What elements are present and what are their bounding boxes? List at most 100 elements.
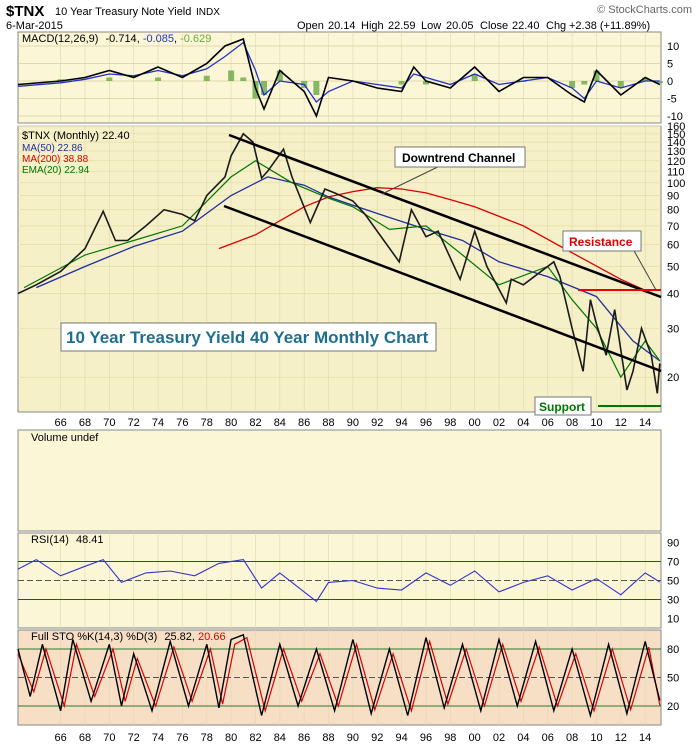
macd-legend-histogram: -0.629 [180, 33, 211, 45]
macd-histogram-bar [642, 77, 649, 81]
x-tick-label: 82 [249, 732, 261, 744]
rsi-legend-label: RSI(14) [31, 534, 69, 546]
macd-histogram-bar [228, 70, 235, 81]
macd-legend-label: MACD(12,26,9) [22, 33, 98, 45]
x-tick-label: 00 [469, 417, 481, 429]
close-label: Close [480, 20, 508, 32]
sto-k-line [17, 633, 661, 719]
price-y-tick: 40 [667, 288, 679, 300]
support-callout: Support [534, 396, 592, 416]
x-tick-label: 66 [54, 732, 66, 744]
macd-legend-value: -0.714 [105, 33, 136, 45]
x-tick-label: 90 [347, 417, 359, 429]
x-tick-label: 10 [590, 732, 602, 744]
price-legend: $TNX (Monthly) 22.40 MA(50) 22.86 MA(200… [22, 130, 130, 176]
sto-legend-k: 25.82 [164, 631, 192, 643]
rsi-y-axis: 90 70 50 30 10 [667, 538, 679, 626]
macd-histogram-bar [569, 81, 576, 88]
x-tick-label: 90 [347, 732, 359, 744]
macd-histogram-bar [617, 81, 624, 88]
macd-histogram-bar [276, 70, 283, 81]
x-tick-label: 86 [298, 732, 310, 744]
rsi-y-tick: 30 [667, 595, 679, 607]
macd-panel: 10 5 0 -5 -10 MACD(12,26,9) -0.714, -0.085, … [17, 31, 683, 124]
x-tick-label: 74 [152, 417, 164, 429]
price-grid [18, 125, 661, 412]
symbol-description: 10 Year Treasury Note Yield [55, 6, 191, 18]
macd-histogram-bar [471, 74, 478, 81]
x-tick-label: 66 [54, 417, 66, 429]
ma200-line [218, 187, 661, 298]
x-tick-label: 72 [128, 417, 140, 429]
x-tick-label: 88 [322, 732, 334, 744]
resistance-callout: Resistance [562, 230, 642, 252]
x-tick-label: 12 [615, 417, 627, 429]
sto-y-tick: 80 [667, 644, 679, 656]
macd-histogram-bar [656, 81, 663, 84]
volume-panel: Volume undef [17, 429, 662, 532]
x-tick-label: 68 [79, 417, 91, 429]
x-tick-label: 88 [322, 417, 334, 429]
resistance-callout-box [562, 230, 642, 252]
rsi-y-tick: 10 [667, 614, 679, 626]
sto-legend-label: Full STO %K(14,3) %D(3) [31, 631, 157, 643]
macd-histogram-bar [422, 81, 429, 85]
support-callout-box [534, 396, 592, 416]
x-tick-label: 92 [371, 732, 383, 744]
price-x-axis: 66 68 70 72 74 76 78 80 82 84 86 88 90 92 94 96 98 00 02 04… [54, 417, 651, 429]
rsi-levels [18, 533, 661, 628]
chg-label: Chg [546, 20, 566, 32]
price-y-tick: 140 [667, 137, 685, 149]
x-tick-label: 02 [493, 417, 505, 429]
quote-line: Open 20.14 High 22.59 Low 20.05 Close 22… [297, 20, 650, 32]
x-tick-label: 96 [420, 417, 432, 429]
channel-callout: Downtrend Channel [394, 146, 526, 168]
price-y-tick: 50 [667, 262, 679, 274]
macd-line [17, 37, 661, 119]
rsi-y-tick: 70 [667, 557, 679, 569]
macd-histogram-bar [155, 77, 162, 81]
x-tick-label: 12 [615, 732, 627, 744]
x-tick-label: 10 [590, 417, 602, 429]
sto-y-axis: 80 50 20 [667, 644, 679, 713]
sto-y-tick: 20 [667, 701, 679, 713]
price-y-tick: 110 [667, 166, 685, 178]
rsi-legend-value: 48.41 [76, 534, 104, 546]
macd-legend-signal: -0.085 [143, 33, 174, 45]
macd-y-tick: -5 [667, 94, 677, 106]
price-panel-background [17, 125, 662, 413]
sto-panel-background [17, 629, 662, 726]
price-y-tick: 120 [667, 156, 685, 168]
macd-panel-background [17, 31, 662, 124]
x-tick-label: 98 [444, 417, 456, 429]
ma200-legend: MA(200) 38.88 [22, 154, 89, 165]
sto-y-tick: 50 [667, 673, 679, 685]
x-tick-label: 06 [542, 732, 554, 744]
x-tick-label: 98 [444, 732, 456, 744]
macd-histogram-bar [203, 75, 210, 81]
x-tick-label: 72 [128, 732, 140, 744]
x-tick-label: 06 [542, 417, 554, 429]
macd-y-axis: 10 5 0 -5 -10 [667, 41, 683, 123]
x-tick-label: 80 [225, 732, 237, 744]
x-tick-label: 94 [395, 732, 407, 744]
x-tick-label: 78 [201, 417, 213, 429]
exchange-label: INDX [196, 7, 220, 18]
price-y-tick: 100 [667, 178, 685, 190]
x-tick-label: 96 [420, 732, 432, 744]
macd-y-tick: 5 [667, 59, 673, 71]
x-tick-label: 86 [298, 417, 310, 429]
channel-lower-line [223, 204, 662, 373]
x-tick-label: 80 [225, 417, 237, 429]
macd-legend-sep2: , [174, 33, 180, 45]
x-tick-label: 70 [103, 417, 115, 429]
support-callout-text: Support [539, 400, 585, 414]
macd-y-tick: 0 [667, 76, 673, 88]
high-value: 22.59 [388, 20, 416, 32]
price-y-tick: 130 [667, 146, 685, 158]
channel-upper-line [228, 133, 662, 299]
macd-histogram-bar [106, 77, 113, 81]
ema20-line [23, 160, 661, 379]
